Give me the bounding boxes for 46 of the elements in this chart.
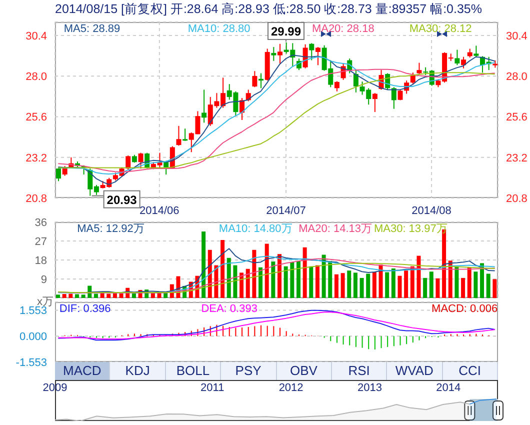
y-tick-label: 30.4: [26, 30, 47, 42]
y2-tick-label: 25.6: [506, 112, 528, 124]
y-tick-label: 25.6: [26, 112, 47, 124]
text: MA5: 28.89: [64, 23, 120, 35]
text: DIF: 0.396: [59, 303, 111, 315]
y-tick-label: 9: [40, 274, 47, 286]
x-tick-label: 2011: [200, 382, 224, 394]
y-tick-label: 36: [34, 216, 47, 229]
chart-title: 2014/08/15 [前复权] 开:28.64 高:28.93 低:28.50 收:28.73 量:89357 幅:0.35%: [55, 1, 482, 18]
annotation: 20.93: [106, 192, 138, 207]
text: PSY: [221, 362, 276, 380]
text: RSI: [332, 362, 388, 380]
text: MA20: 14.13万: [298, 223, 372, 235]
series-label: DEA: 0.393: [201, 303, 258, 315]
text: MACD: [55, 362, 110, 380]
text: MA10: 14.80万: [218, 223, 292, 235]
text: MA30: 28.12: [409, 23, 472, 35]
text: MA5: 12.92万: [77, 223, 144, 235]
annotation: 29.99: [270, 24, 302, 38]
y2-tick-label: 23.2: [506, 152, 528, 164]
y-tick-label: 20.8: [26, 192, 47, 205]
y-tick-label: 27: [34, 236, 47, 248]
x-tick-label: 2014/06: [140, 204, 180, 217]
y-tick-label: 0.000: [19, 331, 47, 344]
text: MA10: 28.80: [188, 23, 250, 35]
series-label: MACD: 0.006: [432, 303, 498, 315]
x-tick-label: 2012: [278, 382, 304, 394]
x-tick-label: 2014/07: [266, 204, 306, 217]
text: WVAD: [387, 362, 443, 380]
x-tick-label: 2014/08: [412, 204, 452, 217]
y-tick-label: 18: [34, 254, 47, 267]
x-tick-label: 2013: [358, 382, 382, 394]
text: MA20: 28.18: [312, 23, 374, 35]
text: CCI: [442, 362, 498, 380]
x-tick-label: 2014: [436, 382, 461, 394]
y2-tick-label: 28.0: [506, 71, 528, 84]
y-tick-label: -1.553: [16, 356, 47, 369]
text: MA30: 13.97万: [374, 223, 448, 235]
y-tick-label: 1.553: [19, 305, 47, 318]
y-tick-label: 28.0: [26, 71, 47, 84]
text: KDJ: [110, 362, 166, 380]
text: BOLL: [166, 362, 222, 380]
y2-tick-label: 30.4: [506, 30, 528, 42]
y2-tick-label: 20.8: [506, 192, 528, 205]
y-tick-label: 23.2: [26, 152, 47, 164]
text: OBV: [276, 362, 332, 380]
